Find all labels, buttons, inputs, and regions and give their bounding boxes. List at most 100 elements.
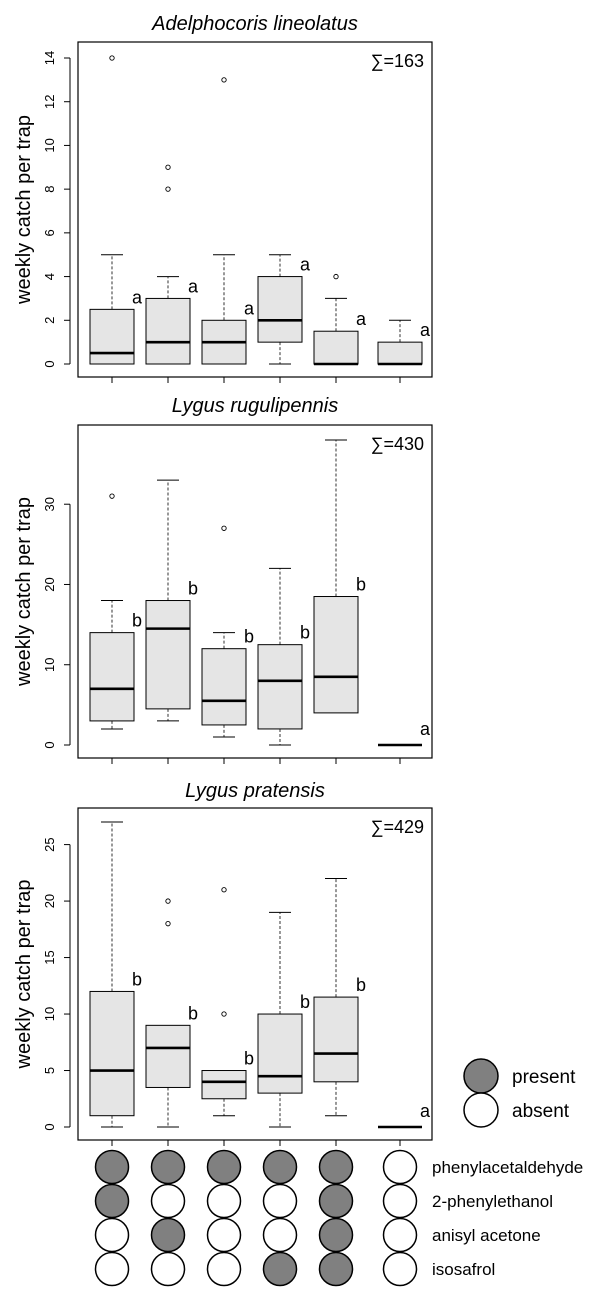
box-body xyxy=(313,996,359,1083)
box-body xyxy=(257,644,303,730)
outlier-point xyxy=(221,525,227,531)
panel: Lygus rugulipennis 0 10 20 30 weekly catch pe… xyxy=(13,395,433,764)
matrix-present-circle xyxy=(318,1217,354,1253)
y-axis-label: weekly catch per trap xyxy=(13,115,35,305)
significance-letter: b xyxy=(300,623,310,643)
outlier-point xyxy=(333,273,339,280)
total-label: ∑=430 xyxy=(371,434,424,454)
compound-label: anisyl acetone xyxy=(432,1226,541,1245)
box-body xyxy=(313,596,359,714)
compound-matrix: phenylacetaldehyde 2-phenylethanol anisyl … xyxy=(94,1149,583,1287)
outlier-point xyxy=(221,887,227,893)
outlier-point xyxy=(109,55,115,61)
box-body xyxy=(377,341,423,365)
box: b xyxy=(145,479,198,722)
total-label: ∑=163 xyxy=(371,51,424,71)
box-body xyxy=(257,1013,303,1094)
y-tick-label: 4 xyxy=(42,273,57,280)
box: b xyxy=(201,887,254,1117)
box: a xyxy=(89,55,143,365)
box: a xyxy=(378,719,431,747)
y-tick-label: 30 xyxy=(42,497,57,511)
y-tick-label: 5 xyxy=(42,1067,57,1074)
box: a xyxy=(201,77,255,365)
box-body xyxy=(145,297,191,365)
y-tick-label: 25 xyxy=(42,837,57,851)
plot-frame xyxy=(77,807,433,1141)
significance-letter: b xyxy=(188,1003,198,1023)
matrix-absent-circle xyxy=(94,1217,130,1253)
matrix-absent-circle xyxy=(206,1251,242,1287)
significance-letter: b xyxy=(300,992,310,1012)
matrix-present-circle xyxy=(206,1149,242,1185)
matrix-absent-circle xyxy=(206,1217,242,1253)
matrix-absent-circle xyxy=(382,1251,418,1287)
matrix-absent-circle xyxy=(382,1183,418,1219)
outlier-point xyxy=(165,898,171,904)
matrix-row: isosafrol xyxy=(94,1251,495,1287)
outlier-point xyxy=(165,921,171,927)
y-tick-label: 10 xyxy=(42,138,57,152)
legend-absent-label: absent xyxy=(512,1101,570,1122)
box-body xyxy=(89,990,135,1117)
total-label: ∑=429 xyxy=(371,817,424,837)
significance-letter: b xyxy=(188,579,198,599)
chart-title: Lygus pratensis xyxy=(185,780,325,802)
box: a xyxy=(257,254,311,365)
box-body xyxy=(89,308,135,365)
matrix-present-circle xyxy=(318,1251,354,1287)
significance-letter: b xyxy=(244,1049,254,1069)
matrix-absent-circle xyxy=(262,1217,298,1253)
box-body xyxy=(89,632,135,722)
box: b xyxy=(313,439,366,714)
matrix-present-circle xyxy=(150,1217,186,1253)
outlier-point xyxy=(221,1011,227,1017)
significance-letter: b xyxy=(356,975,366,995)
significance-letter: b xyxy=(132,611,142,631)
box-body xyxy=(145,1024,191,1088)
legend: present absent xyxy=(463,1058,576,1128)
y-tick-label: 6 xyxy=(42,229,57,236)
y-tick-label: 10 xyxy=(42,658,57,672)
y-tick-label: 2 xyxy=(42,317,57,324)
box-body xyxy=(145,600,191,710)
y-tick-label: 15 xyxy=(42,950,57,964)
box: b xyxy=(201,525,254,738)
y-tick-label: 20 xyxy=(42,577,57,591)
legend-absent-swatch xyxy=(463,1092,499,1128)
significance-letter: b xyxy=(132,969,142,989)
matrix-present-circle xyxy=(318,1149,354,1185)
significance-letter: a xyxy=(188,276,199,296)
box: b xyxy=(89,493,142,730)
box: a xyxy=(377,319,431,366)
y-axis-label: weekly catch per trap xyxy=(13,497,35,687)
legend-present-label: present xyxy=(512,1067,576,1088)
compound-label: isosafrol xyxy=(432,1260,495,1279)
box: b xyxy=(257,567,310,746)
matrix-row: 2-phenylethanol xyxy=(94,1183,553,1219)
plot-frame xyxy=(77,424,433,759)
significance-letter: a xyxy=(420,320,431,340)
outlier-point xyxy=(221,77,227,83)
matrix-absent-circle xyxy=(382,1149,418,1185)
significance-letter: a xyxy=(132,287,143,307)
matrix-absent-circle xyxy=(206,1183,242,1219)
box: b xyxy=(89,821,142,1128)
y-tick-label: 0 xyxy=(42,1123,57,1130)
y-tick-label: 0 xyxy=(42,360,57,367)
box-body xyxy=(257,276,303,343)
box: a xyxy=(313,273,367,366)
significance-letter: a xyxy=(420,1101,431,1121)
box: a xyxy=(145,164,199,365)
y-tick-label: 0 xyxy=(42,741,57,748)
y-tick-label: 14 xyxy=(42,51,57,65)
y-tick-label: 8 xyxy=(42,186,57,193)
matrix-present-circle xyxy=(318,1183,354,1219)
box: b xyxy=(145,898,198,1128)
y-tick-label: 12 xyxy=(42,94,57,108)
box: a xyxy=(378,1101,431,1129)
matrix-absent-circle xyxy=(262,1183,298,1219)
outlier-point xyxy=(165,186,171,192)
box-body xyxy=(201,1070,247,1100)
